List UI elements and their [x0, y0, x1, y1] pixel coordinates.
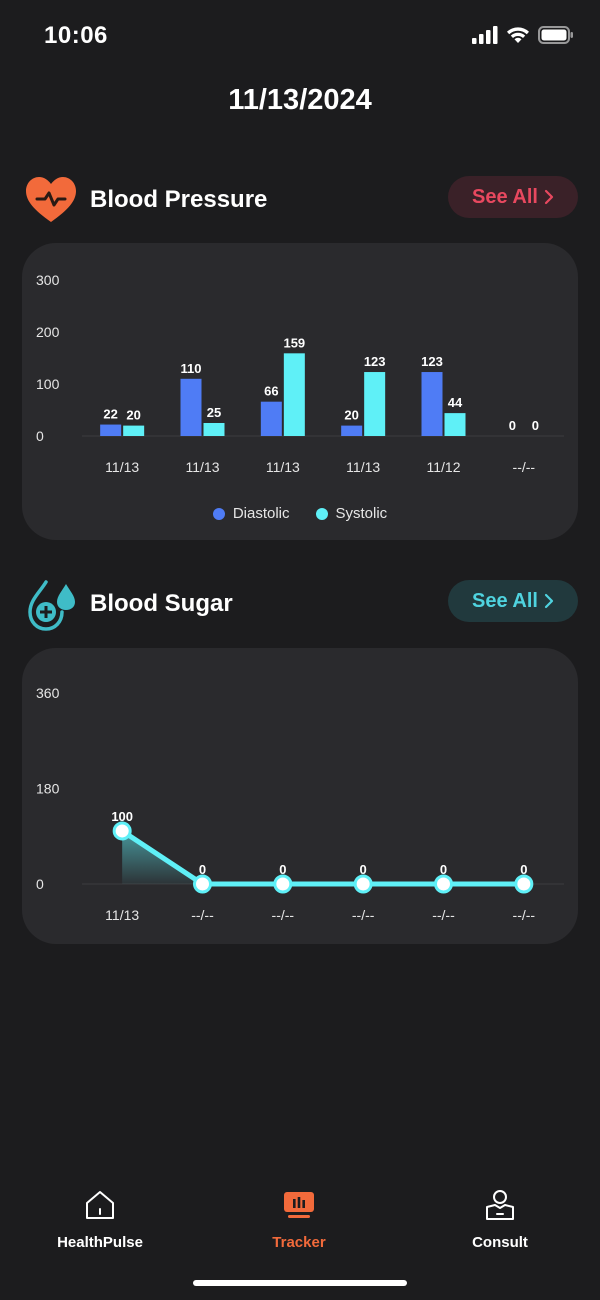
bar-diastolic — [260, 401, 282, 436]
heart-pulse-icon — [26, 177, 76, 222]
data-label: 0 — [509, 418, 516, 433]
tab-label: Tracker — [272, 1234, 326, 1251]
x-tick-label: 11/13 — [266, 459, 300, 475]
bar-diastolic — [100, 424, 122, 436]
x-tick-label: --/-- — [352, 907, 375, 923]
section-title: Blood Sugar — [90, 590, 233, 617]
data-label: 25 — [207, 405, 221, 420]
y-tick-label: 200 — [36, 324, 60, 340]
data-point — [514, 874, 534, 894]
blood-pressure-see-all-button[interactable]: See All — [448, 176, 578, 218]
x-tick-label: --/-- — [191, 907, 214, 923]
data-label: 22 — [103, 407, 117, 422]
tab-tracker[interactable]: Tracker — [229, 1188, 369, 1251]
chevron-right-icon — [544, 593, 554, 609]
bar-diastolic — [341, 425, 363, 436]
tab-label: HealthPulse — [57, 1234, 143, 1251]
status-bar: 10:06 — [0, 0, 600, 72]
tab-bar: HealthPulse Tracker Consult — [0, 1180, 600, 1270]
bar-diastolic — [421, 372, 443, 436]
data-label: 66 — [264, 384, 278, 399]
series-line — [119, 828, 527, 887]
data-point — [353, 874, 373, 894]
home-indicator — [193, 1280, 407, 1286]
legend-item-systolic: Systolic — [315, 505, 388, 522]
y-tick-label: 360 — [36, 685, 60, 701]
legend-label: Systolic — [335, 505, 388, 522]
chart-icon — [284, 1192, 314, 1218]
blood-pressure-header: Blood Pressure See All — [24, 174, 578, 226]
legend-label: Diastolic — [232, 505, 290, 522]
x-tick-label: --/-- — [513, 907, 536, 923]
area-fill — [122, 830, 524, 884]
wifi-icon — [507, 27, 529, 43]
y-tick-label: 100 — [36, 376, 60, 392]
blood-pressure-legend: Diastolic Systolic — [22, 505, 578, 522]
y-tick-label: 0 — [36, 428, 44, 444]
data-label: 0 — [440, 862, 447, 877]
data-label: 0 — [199, 862, 206, 877]
y-tick-label: 180 — [36, 781, 60, 797]
legend-swatch — [315, 507, 328, 520]
data-label: 159 — [283, 335, 305, 350]
x-tick-label: 11/13 — [105, 459, 139, 475]
x-tick-label: 11/13 — [105, 907, 139, 923]
data-point — [273, 874, 293, 894]
bar-systolic — [444, 413, 466, 436]
home-icon — [86, 1191, 114, 1219]
bar-systolic — [364, 372, 386, 436]
data-point — [193, 874, 212, 894]
data-label: 0 — [279, 862, 286, 877]
data-label: 20 — [344, 408, 358, 423]
x-tick-label: --/-- — [432, 907, 455, 923]
consult-icon — [486, 1190, 514, 1220]
bar-systolic — [203, 423, 225, 436]
tab-label: Consult — [472, 1234, 528, 1251]
x-tick-label: --/-- — [272, 907, 295, 923]
legend-swatch — [212, 507, 225, 520]
x-tick-label: --/-- — [513, 459, 536, 475]
page-title: 11/13/2024 — [228, 84, 372, 116]
y-tick-label: 300 — [36, 272, 60, 288]
see-all-label: See All — [472, 589, 538, 612]
tab-healthpulse[interactable]: HealthPulse — [30, 1188, 170, 1251]
x-tick-label: 11/13 — [346, 459, 380, 475]
data-point — [434, 874, 453, 894]
see-all-label: See All — [472, 185, 538, 208]
battery-icon — [538, 26, 573, 44]
blood-sugar-card: 0 180 360 100 11/13 0 --/-- 0 --/-- 0 --/-- 0 --/-- 0… — [22, 648, 578, 944]
x-tick-label: 11/12 — [427, 459, 461, 475]
status-icons — [472, 26, 574, 44]
data-label: 0 — [360, 862, 367, 877]
signal-icon — [472, 26, 498, 44]
blood-sugar-header: Blood Sugar See All — [24, 578, 578, 631]
blood-sugar-chart: 0 180 360 100 11/13 0 --/-- 0 --/-- 0 --/-- 0 --/-- 0… — [36, 685, 564, 923]
bar-systolic — [123, 425, 145, 436]
data-label: 0 — [520, 862, 527, 877]
data-label: 123 — [421, 354, 443, 369]
legend-item-diastolic: Diastolic — [212, 505, 290, 522]
status-time: 10:06 — [44, 22, 108, 49]
data-label: 100 — [111, 809, 133, 824]
blood-sugar-see-all-button[interactable]: See All — [448, 580, 578, 622]
data-label: 20 — [126, 408, 140, 423]
y-tick-label: 0 — [36, 876, 44, 892]
tab-consult[interactable]: Consult — [430, 1188, 570, 1251]
data-label: 123 — [364, 354, 386, 369]
bar-systolic — [283, 353, 305, 436]
x-tick-label: 11/13 — [186, 459, 220, 475]
section-title: Blood Pressure — [90, 186, 268, 213]
chevron-right-icon — [544, 189, 554, 205]
data-point — [112, 821, 132, 841]
data-label: 0 — [532, 418, 539, 433]
water-drop-plus-icon — [28, 580, 75, 631]
blood-pressure-card: 0 100 200 300 11/13 22 20 11/13 110 25 11/13 66 159 1… — [22, 243, 578, 540]
bar-diastolic — [180, 378, 202, 436]
data-label: 110 — [181, 361, 202, 376]
data-label: 44 — [448, 395, 463, 410]
